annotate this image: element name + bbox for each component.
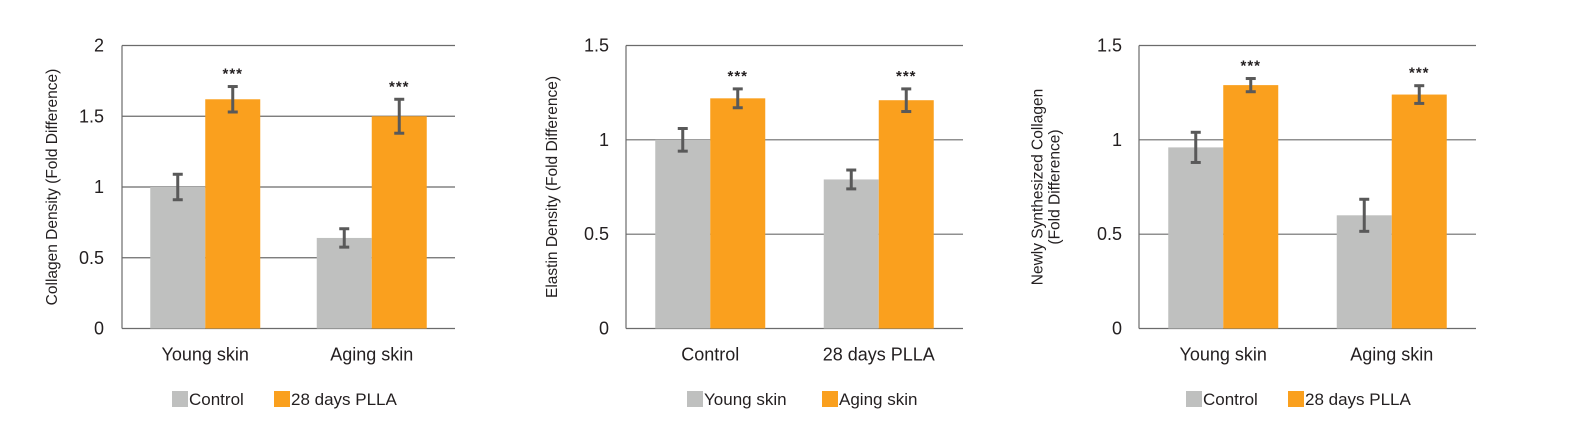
- legend-swatch: [822, 391, 838, 407]
- y-tick-label: 0.5: [1097, 224, 1122, 244]
- significance-marker: ***: [896, 68, 917, 85]
- legend-swatch: [172, 391, 188, 407]
- legend-label: 28 days PLLA: [1305, 390, 1412, 409]
- legend-label: 28 days PLLA: [291, 390, 398, 409]
- chart-elastin-density: 0 0.5 1 1.5 Elastin Density (Fold Difference…: [544, 36, 963, 409]
- x-category-label: 28 days PLLA: [823, 345, 935, 365]
- y-tick-label: 1: [599, 130, 609, 150]
- x-category-label: Young skin: [1180, 345, 1267, 365]
- bar-28-days-plla: [371, 116, 427, 329]
- x-category-label: Young skin: [162, 345, 249, 365]
- legend-swatch: [274, 391, 290, 407]
- bar-aging-skin: [710, 98, 766, 329]
- y-tick-label: 0: [94, 319, 104, 339]
- legend-label: Aging skin: [839, 390, 917, 409]
- y-axis-label: Newly Synthesized Collagen: [1030, 89, 1047, 285]
- significance-marker: ***: [1240, 58, 1261, 75]
- y-tick-label: 0: [1112, 319, 1122, 339]
- y-tick-label: 2: [94, 36, 104, 56]
- error-bar: [732, 87, 743, 110]
- chart-collagen-density: 0 0.5 1 1.5 2 Collagen Density (Fold Differen…: [44, 36, 455, 409]
- bar-aging-skin: [878, 100, 934, 329]
- error-bar: [1190, 130, 1201, 164]
- error-bar: [227, 85, 238, 114]
- legend-label: Young skin: [704, 390, 787, 409]
- bar-28-days-plla: [205, 99, 261, 329]
- error-bar: [394, 97, 405, 135]
- legend-item: Aging skin: [822, 390, 917, 409]
- bar-control: [316, 237, 372, 329]
- significance-marker: ***: [389, 78, 410, 95]
- legend-item: 28 days PLLA: [1288, 390, 1412, 409]
- bar-control: [1168, 147, 1224, 329]
- legend-swatch: [687, 391, 703, 407]
- y-tick-label: 0: [599, 319, 609, 339]
- error-bar: [677, 127, 688, 153]
- y-tick-label: 1.5: [584, 36, 609, 56]
- bar-young-skin: [655, 139, 711, 329]
- bar-young-skin: [823, 179, 879, 329]
- error-bar: [339, 227, 350, 249]
- significance-marker: ***: [222, 66, 243, 83]
- legend-item: Young skin: [687, 390, 787, 409]
- legend-swatch: [1288, 391, 1304, 407]
- chart-newly-synthesized-collagen: 0 0.5 1 1.5 Newly Synthesized Collagen (Fold …: [1030, 36, 1476, 409]
- y-tick-label: 1.5: [1097, 36, 1122, 56]
- significance-marker: ***: [727, 68, 748, 85]
- y-tick-label: 0.5: [584, 224, 609, 244]
- bar-28-days-plla: [1391, 94, 1447, 329]
- error-bar: [172, 172, 183, 202]
- legend-item: Control: [172, 390, 244, 409]
- y-tick-label: 1: [1112, 130, 1122, 150]
- y-axis-label: Collagen Density (Fold Difference): [44, 69, 61, 306]
- y-tick-label: 1.5: [79, 106, 104, 126]
- y-axis-label: (Fold Difference): [1047, 129, 1064, 244]
- y-tick-label: 1: [94, 177, 104, 197]
- y-tick-label: 0.5: [79, 248, 104, 268]
- x-category-label: Aging skin: [330, 345, 413, 365]
- x-category-label: Aging skin: [1350, 345, 1433, 365]
- bar-control: [150, 187, 206, 329]
- x-category-label: Control: [681, 345, 739, 365]
- error-bar: [901, 87, 912, 114]
- error-bar: [1359, 197, 1370, 233]
- significance-marker: ***: [1409, 65, 1430, 82]
- legend-item: Control: [1186, 390, 1258, 409]
- bar-control: [1336, 215, 1392, 329]
- bar-28-days-plla: [1223, 85, 1279, 329]
- legend-label: Control: [1203, 390, 1258, 409]
- y-axis-label: Elastin Density (Fold Difference): [544, 76, 561, 298]
- error-bar: [1245, 77, 1256, 94]
- legend-label: Control: [189, 390, 244, 409]
- error-bar: [1414, 84, 1425, 105]
- legend-item: 28 days PLLA: [274, 390, 398, 409]
- legend-swatch: [1186, 391, 1202, 407]
- error-bar: [846, 168, 857, 191]
